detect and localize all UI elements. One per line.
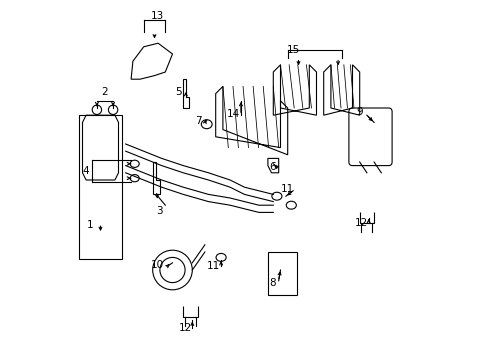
- Text: 6: 6: [268, 162, 275, 172]
- Text: 3: 3: [156, 206, 163, 216]
- Text: 11: 11: [280, 184, 293, 194]
- Text: 10: 10: [150, 260, 163, 270]
- Text: 15: 15: [286, 45, 299, 55]
- Text: 5: 5: [175, 87, 182, 97]
- Text: 12: 12: [354, 218, 367, 228]
- Text: 14: 14: [226, 109, 240, 119]
- Text: 11: 11: [207, 261, 220, 271]
- Text: 1: 1: [86, 220, 93, 230]
- Text: 13: 13: [150, 11, 163, 21]
- Text: 7: 7: [195, 116, 202, 126]
- Text: 4: 4: [82, 166, 89, 176]
- Text: 2: 2: [101, 87, 107, 97]
- Text: 12: 12: [179, 323, 192, 333]
- Text: 8: 8: [269, 278, 275, 288]
- Text: 9: 9: [356, 107, 362, 117]
